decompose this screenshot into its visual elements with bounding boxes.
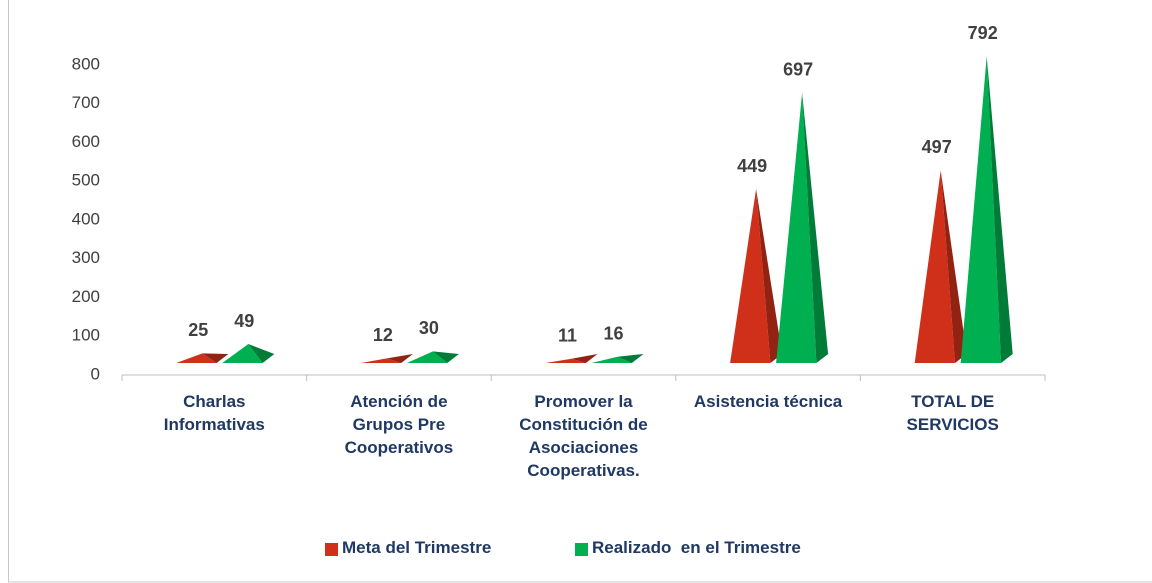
y-tick-label: 500: [72, 171, 100, 190]
pyramid-side: [617, 354, 644, 363]
pyramid-side: [202, 353, 229, 363]
data-label: 25: [188, 320, 208, 340]
pyramid-side: [986, 56, 1013, 363]
pyramid-front: [360, 358, 402, 363]
x-tick-label: Promover la Constitución de Asociaciones…: [519, 392, 648, 480]
y-tick-label: 300: [72, 248, 100, 267]
y-tick-label: 600: [72, 132, 100, 151]
pyramid-side: [940, 170, 967, 363]
pyramid: [176, 353, 229, 363]
data-label: 16: [603, 324, 623, 344]
pyramid: [960, 56, 1013, 363]
y-tick-label: 800: [72, 54, 100, 73]
x-tick-label: Asistencia técnica: [693, 392, 843, 411]
pyramid-side: [432, 351, 459, 363]
frame: [8, 0, 1152, 583]
y-tick-label: 200: [72, 287, 100, 306]
y-tick-label: 400: [72, 209, 100, 228]
pyramid-side: [248, 344, 275, 363]
pyramid: [222, 344, 275, 363]
data-label: 449: [737, 156, 767, 176]
x-tick-label: Atención de Grupos Pre Cooperativos: [344, 392, 454, 457]
pyramid-front: [960, 56, 1001, 363]
pyramid-side: [802, 92, 829, 363]
legend-swatch: [325, 543, 338, 556]
data-label: 12: [373, 325, 393, 345]
pyramid-front: [776, 92, 817, 363]
legend-label: Meta del Trimestre: [342, 538, 492, 557]
pyramid-front: [730, 189, 771, 363]
pyramid: [776, 92, 829, 363]
data-label: 697: [783, 60, 813, 80]
x-tick-label: Charlas Informativas: [163, 392, 265, 434]
pyramid: [591, 354, 644, 363]
data-label: 11: [558, 325, 577, 345]
y-tick-label: 100: [72, 326, 100, 345]
x-tick-label: TOTAL DE SERVICIOS: [906, 392, 999, 434]
pyramid-front: [545, 358, 586, 363]
pyramid-side: [386, 354, 413, 363]
data-label: 30: [419, 318, 439, 338]
pyramid-side: [571, 354, 598, 363]
pyramid-front: [406, 351, 448, 363]
y-tick-label: 700: [72, 93, 100, 112]
pyramid: [545, 354, 598, 363]
legend-label: Realizado en el Trimestre: [592, 538, 801, 557]
pyramid: [406, 351, 459, 363]
pyramid: [914, 170, 967, 363]
data-label: 792: [968, 23, 998, 43]
pyramid-front: [914, 170, 955, 363]
data-label: 497: [922, 137, 952, 157]
pyramid: [730, 189, 783, 363]
pyramid-front: [222, 344, 263, 363]
y-tick-label: 0: [91, 364, 100, 383]
data-label: 49: [234, 311, 254, 331]
pyramid-front: [176, 353, 217, 363]
pyramid-side: [756, 189, 783, 363]
legend-swatch: [575, 543, 588, 556]
pyramid-front: [591, 356, 632, 363]
pyramid: [360, 354, 413, 363]
